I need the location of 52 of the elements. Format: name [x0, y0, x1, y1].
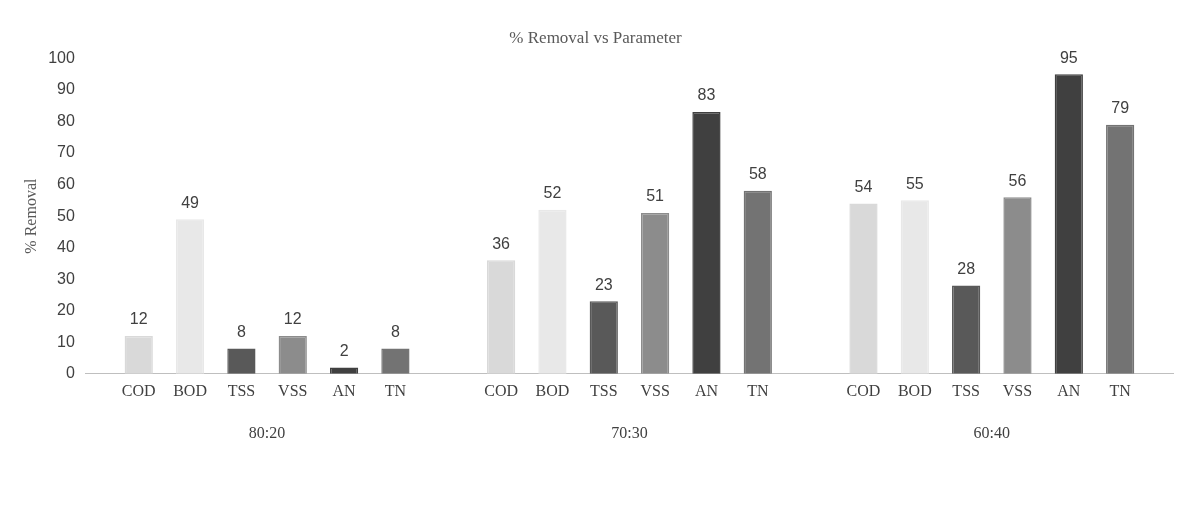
data-label: 23 — [594, 275, 613, 293]
y-tick-label: 20 — [57, 301, 75, 319]
chart-title: % Removal vs Parameter — [509, 27, 682, 47]
text: VSS — [1002, 382, 1033, 399]
y-tick-label: 40 — [57, 238, 75, 256]
data-label: 49 — [181, 193, 200, 211]
data-label: 28 — [957, 259, 976, 277]
x-tick-label: 70:30 — [611, 423, 648, 441]
text: TSS — [952, 382, 980, 399]
y-tick-label: 50 — [57, 206, 75, 224]
data-label: 54 — [854, 177, 873, 195]
data-label: 56 — [1008, 171, 1027, 189]
text: COD — [846, 382, 881, 399]
data-label: 95 — [1059, 48, 1078, 66]
text: BOD — [897, 382, 932, 399]
y-tick-label: 80 — [57, 111, 75, 129]
legend-label: AN — [332, 382, 357, 399]
y-tick-label: 60 — [57, 174, 75, 192]
data-label: 51 — [646, 187, 665, 205]
data-label: 52 — [543, 184, 562, 202]
y-tick-label: 70 — [57, 143, 75, 161]
y-axis-title: % Removal — [21, 178, 39, 254]
text: BOD — [535, 382, 570, 399]
text: TN — [1109, 382, 1131, 399]
data-label: 12 — [283, 310, 302, 328]
text: COD — [484, 382, 518, 399]
data-label: 58 — [748, 165, 767, 183]
data-label: 83 — [697, 86, 716, 104]
data-label: 8 — [236, 322, 246, 340]
data-label: 79 — [1111, 99, 1130, 117]
data-label: 36 — [492, 234, 511, 252]
series-label: BOD — [173, 382, 207, 399]
text: VSS — [640, 382, 670, 399]
data-label: 8 — [390, 322, 400, 340]
data-label: 12 — [129, 310, 148, 328]
text: TN — [747, 382, 769, 399]
text: AN — [694, 382, 719, 399]
legend-label: TSS — [227, 382, 256, 399]
data-label: 2 — [339, 341, 349, 359]
y-tick-label: 100 — [48, 48, 75, 66]
x-tick-label: 80:20 — [248, 423, 286, 441]
text: TSS — [589, 382, 618, 399]
legend-label: VSS — [278, 382, 308, 399]
legend-label: TN — [384, 382, 407, 399]
y-tick-label: 90 — [57, 80, 75, 98]
x-tick-label: 60:40 — [973, 423, 1011, 441]
text: AN — [1057, 382, 1081, 399]
legend-label: COD — [121, 382, 156, 399]
y-tick-label: 30 — [57, 269, 75, 287]
y-tick-label: 0 — [65, 364, 75, 382]
y-tick-label: 10 — [57, 332, 75, 350]
data-label: 55 — [905, 174, 924, 192]
